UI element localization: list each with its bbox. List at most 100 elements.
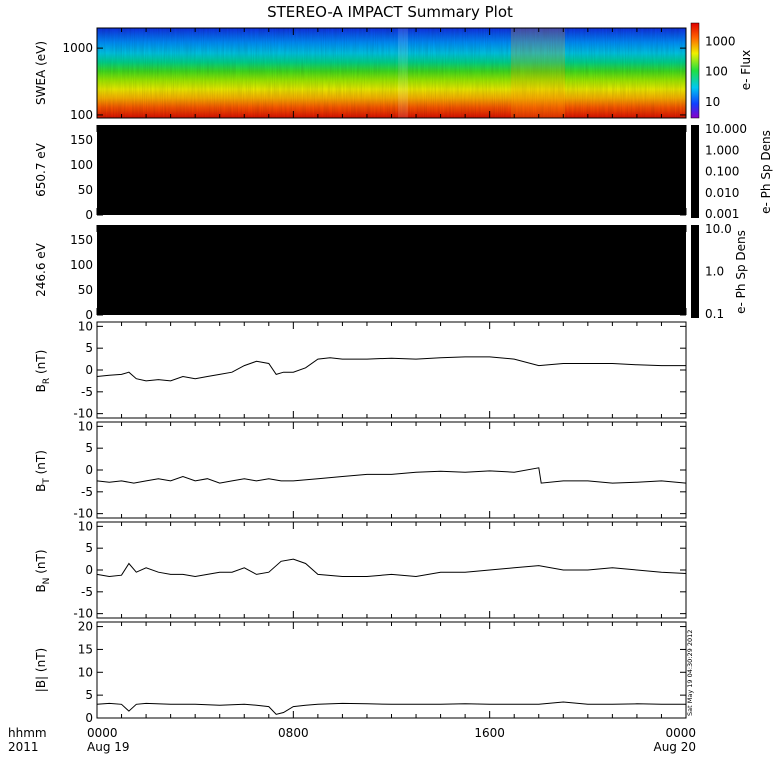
br-ytick-label: -5 — [81, 385, 93, 399]
pad-246eV-yticks: 0 50 100 150 — [70, 225, 687, 322]
pad-246eV-colorbar-ticks: 10.0 1.0 0.1 — [705, 222, 732, 321]
pad-246eV-colorbar-tick-label: 10.0 — [705, 222, 732, 236]
bmag-ytick-label: 5 — [85, 688, 93, 702]
pad-650eV-colorbar-tick-label: 0.100 — [705, 165, 739, 179]
bn-ytick-label: -10 — [73, 607, 93, 621]
swea-colorbar-label: e- Flux — [739, 50, 753, 90]
bt-yticks: -10 -5 0 5 10 — [73, 419, 687, 521]
br-ytick-label: 10 — [78, 319, 93, 333]
panel-650eV: 650.7 eV 0 50 100 150 10.000 1.000 0.100 0.010… — [34, 122, 773, 222]
br-ytick-label: 0 — [85, 363, 93, 377]
bmag-frame — [96, 621, 687, 719]
br-series-line — [96, 356, 686, 382]
panel-bmag: |B| (nT) 0 5 10 15 20 Sat May 19 04:30:29 20… — [34, 620, 694, 725]
bn-series-line — [96, 558, 687, 578]
swea-texture — [97, 28, 686, 118]
pad-650eV-ytick-label: 100 — [70, 158, 93, 172]
swea-colorbar — [690, 22, 700, 119]
swea-colorbar-ticks: 10 100 1000 — [705, 34, 736, 109]
bt-ytick-label: 0 — [85, 463, 93, 477]
bmag-ytick-label: 0 — [85, 711, 93, 725]
bt-ylabel: BT (nT) — [34, 450, 52, 492]
pad-650eV-ytick-label: 0 — [85, 208, 93, 222]
pad-246eV-plot — [97, 225, 686, 315]
timestamp: Sat May 19 04:30:29 2012 — [686, 630, 694, 716]
br-ylabel: BR (nT) — [34, 350, 52, 393]
time-tick-label: 1600 — [474, 726, 505, 740]
panel-swea: SWEA (eV) 100 1000 10 100 1000 e- Flux — [34, 22, 753, 122]
pad-650eV-ytick-label: 50 — [78, 183, 93, 197]
bn-ytick-label: 10 — [78, 519, 93, 533]
pad-650eV-colorbar-tick-label: 0.001 — [705, 207, 739, 221]
bn-ytick-label: 0 — [85, 563, 93, 577]
br-frame — [96, 321, 687, 419]
time-tick-label: 0000 — [665, 726, 696, 740]
swea-ylabel: SWEA (eV) — [34, 41, 48, 105]
panel-bt: BT (nT) -10 -5 0 5 10 — [34, 419, 687, 521]
pad-650eV-colorbar-label: e- Ph Sp Dens — [759, 130, 773, 214]
br-ytick-label: -10 — [73, 407, 93, 421]
bt-ytick-label: -5 — [81, 485, 93, 499]
time-tick-label: 0000 — [87, 726, 118, 740]
bn-ytick-label: 5 — [85, 541, 93, 555]
bt-ytick-label: 5 — [85, 441, 93, 455]
bmag-ytick-label: 20 — [78, 620, 93, 634]
panel-246eV: 246.6 eV 0 50 100 150 10.0 1.0 0.1 e- Ph Sp D… — [34, 222, 748, 322]
pad-650eV-colorbar-tick-label: 0.010 — [705, 186, 739, 200]
pad-246eV-colorbar-label: e- Ph Sp Dens — [734, 230, 748, 314]
swea-yticks: 100 1000 — [62, 28, 687, 122]
bt-ytick-label: 10 — [78, 419, 93, 433]
bt-ylabel-sub: T — [42, 478, 52, 485]
pad-246eV-ytick-label: 100 — [70, 258, 93, 272]
swea-ytick-label: 100 — [70, 108, 93, 122]
time-axis-row1-label: hhmm — [8, 726, 47, 740]
pad-246eV-ytick-label: 150 — [70, 233, 93, 247]
panel-bn: BN (nT) -10 -5 0 5 10 — [34, 519, 687, 621]
bmag-ytick-label: 15 — [78, 642, 93, 656]
bt-series-line — [96, 467, 687, 484]
pad-650eV-colorbar-ticks: 10.000 1.000 0.100 0.010 0.001 — [705, 122, 747, 221]
swea-ytick-label: 1000 — [62, 41, 93, 55]
pad-650eV-plot — [97, 125, 686, 215]
bmag-ytick-label: 10 — [78, 665, 93, 679]
bn-frame — [96, 521, 687, 619]
br-yticks: -10 -5 0 5 10 — [73, 319, 687, 421]
bt-frame — [96, 421, 687, 519]
pad-246eV-ylabel: 246.6 eV — [34, 242, 48, 297]
br-ytick-label: 5 — [85, 341, 93, 355]
br-ylabel-sub: R — [42, 378, 52, 384]
swea-dip-1 — [511, 28, 565, 118]
pad-650eV-yticks: 0 50 100 150 — [70, 125, 687, 222]
swea-colorbar-tick-label: 100 — [705, 65, 728, 79]
bn-ytick-label: -5 — [81, 585, 93, 599]
time-tick-label: 0800 — [278, 726, 309, 740]
bt-ytick-label: -10 — [73, 507, 93, 521]
pad-246eV-ytick-label: 50 — [78, 283, 93, 297]
bn-yticks: -10 -5 0 5 10 — [73, 519, 687, 621]
time-axis-row2-label: 2011 — [8, 740, 39, 754]
pad-246eV-ytick-label: 0 — [85, 308, 93, 322]
swea-colorbar-tick-label: 1000 — [705, 34, 736, 48]
swea-dip-2 — [398, 28, 408, 118]
pad-650eV-ytick-label: 150 — [70, 133, 93, 147]
plot-title: STEREO-A IMPACT Summary Plot — [267, 3, 513, 21]
pad-650eV-colorbar-tick-label: 10.000 — [705, 122, 747, 136]
pad-650eV-colorbar-tick-label: 1.000 — [705, 143, 739, 157]
bn-ylabel: BN (nT) — [34, 549, 52, 592]
date-tick-label: Aug 20 — [653, 740, 696, 754]
panel-br: BR (nT) -10 -5 0 5 10 — [34, 319, 687, 421]
date-tick-label: Aug 19 — [87, 740, 130, 754]
bmag-series-line — [96, 701, 686, 715]
bmag-ylabel: |B| (nT) — [34, 648, 48, 692]
bmag-yticks: 0 5 10 15 20 — [78, 620, 687, 725]
bn-ylabel-sub: N — [42, 578, 52, 585]
pad-650eV-ylabel: 650.7 eV — [34, 142, 48, 197]
pad-246eV-colorbar-tick-label: 1.0 — [705, 265, 724, 279]
pad-246eV-colorbar — [691, 225, 699, 318]
pad-246eV-colorbar-tick-label: 0.1 — [705, 307, 724, 321]
pad-650eV-colorbar — [691, 125, 699, 218]
swea-colorbar-tick-label: 10 — [705, 95, 720, 109]
